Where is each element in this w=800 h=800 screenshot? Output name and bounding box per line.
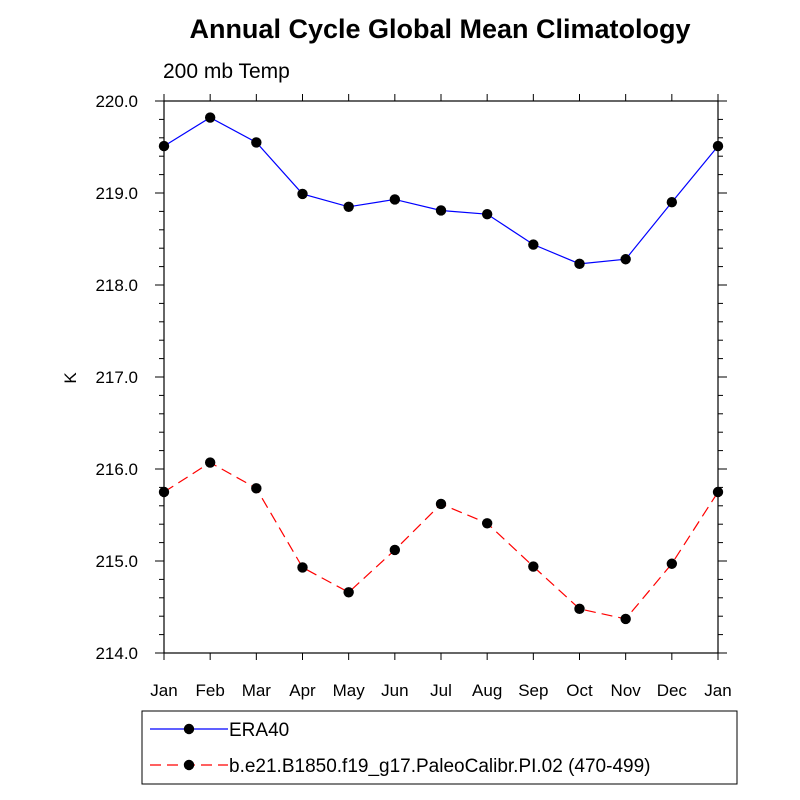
data-point-series-2 — [528, 561, 539, 572]
y-axis-title: K — [61, 372, 80, 384]
y-tick-label: 219.0 — [95, 184, 138, 203]
x-tick-label: Oct — [566, 681, 593, 700]
legend-marker-2 — [183, 759, 195, 771]
data-point-series-2 — [712, 486, 724, 498]
legend-marker-1 — [183, 723, 195, 735]
chart-subtitle: 200 mb Temp — [163, 60, 290, 83]
chart-title: Annual Cycle Global Mean Climatology — [189, 14, 690, 44]
series-line-2 — [163, 461, 719, 620]
data-point-series-2 — [343, 587, 354, 598]
data-point-series-2 — [574, 603, 585, 615]
x-tick-label: May — [333, 681, 366, 700]
data-point-series-2 — [481, 518, 493, 529]
plot-frame — [163, 100, 719, 654]
y-tick-label: 218.0 — [95, 276, 138, 295]
data-point-series-1 — [204, 112, 216, 123]
data-point-series-2 — [251, 483, 262, 494]
data-point-series-1 — [481, 208, 493, 220]
data-point-series-1 — [666, 197, 678, 208]
data-point-series-1 — [389, 194, 401, 205]
series-layer — [158, 112, 724, 625]
data-point-series-2 — [389, 544, 401, 556]
plot-axes: Jan Feb Mar Apr May Jun Jul Aug Sep Oct Nov Dec Jan 2… — [95, 92, 731, 700]
legend: ERA40 b.e21.B1850.f19_g17.PaleoCalibr.PI.… — [141, 710, 738, 785]
x-tick-label: Feb — [196, 681, 225, 700]
data-point-series-1 — [435, 205, 447, 216]
x-tick-label: Dec — [657, 681, 688, 700]
legend-label-1: ERA40 — [229, 720, 289, 741]
x-tick-label: Mar — [242, 681, 272, 700]
x-tick-label: Sep — [518, 681, 548, 700]
data-point-series-1 — [158, 140, 170, 152]
y-tick-label: 215.0 — [95, 552, 138, 571]
data-point-series-1 — [528, 239, 539, 250]
x-tick-label: Jan — [704, 681, 731, 700]
y-tick-label: 217.0 — [95, 368, 138, 387]
x-tick-label: Jan — [150, 681, 177, 700]
y-tick-label: 216.0 — [95, 460, 138, 479]
data-point-series-1 — [620, 254, 631, 265]
x-tick-label: Aug — [472, 681, 502, 700]
x-tick-label: Jun — [381, 681, 408, 700]
data-point-series-2 — [435, 498, 447, 510]
y-tick-label: 220.0 — [95, 92, 138, 111]
data-point-series-2 — [204, 457, 216, 468]
x-tick-label: Nov — [611, 681, 642, 700]
data-point-series-2 — [620, 613, 631, 625]
series-line-1 — [163, 116, 719, 265]
y-tick-label: 214.0 — [95, 644, 138, 663]
x-tick-label: Apr — [289, 681, 316, 700]
data-point-series-1 — [574, 258, 585, 270]
legend-label-2: b.e21.B1850.f19_g17.PaleoCalibr.PI.02 (4… — [229, 756, 650, 777]
legend-box — [141, 710, 738, 785]
data-point-series-2 — [666, 558, 678, 569]
data-point-series-2 — [158, 486, 170, 498]
data-point-series-1 — [343, 201, 354, 212]
x-tick-label: Jul — [430, 681, 452, 700]
data-point-series-1 — [297, 188, 308, 200]
data-point-series-2 — [297, 562, 308, 573]
data-point-series-1 — [251, 137, 262, 148]
data-point-series-1 — [712, 140, 724, 152]
